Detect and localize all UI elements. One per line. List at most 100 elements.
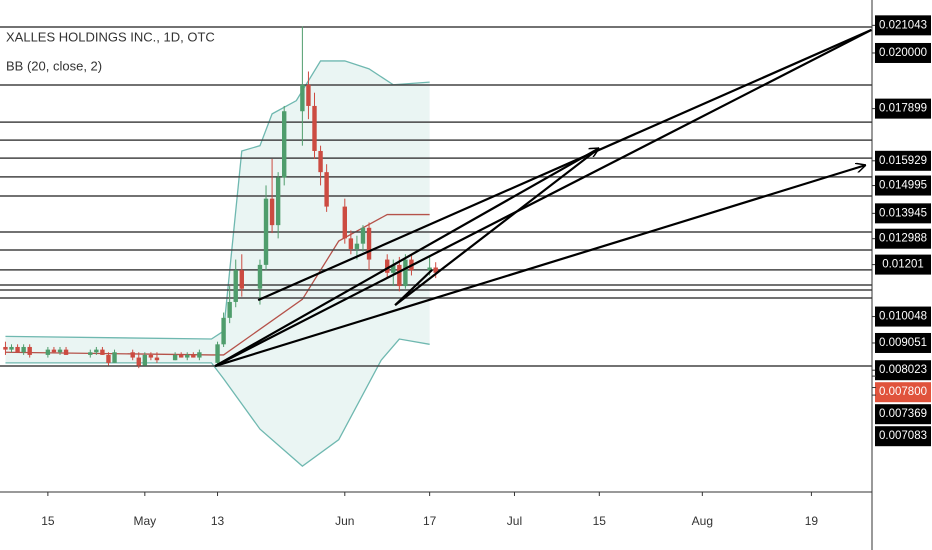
candle-body <box>324 172 329 207</box>
lower-band <box>5 338 430 467</box>
y-tick-box <box>875 98 931 119</box>
y-tick-box <box>875 254 931 275</box>
y-tick-label: 0.007083 <box>879 430 927 442</box>
x-tick-label: May <box>133 514 156 528</box>
candle-body <box>142 354 148 366</box>
candle-body <box>63 349 69 355</box>
candle-body <box>221 317 226 345</box>
candle-body <box>239 270 244 289</box>
candle-body <box>397 264 402 287</box>
candle-body <box>106 354 111 363</box>
candle-body <box>269 198 275 226</box>
y-tick-box <box>875 42 931 63</box>
y-tick-box <box>875 150 931 171</box>
candle-body <box>391 264 396 273</box>
y-tick-box <box>875 175 931 196</box>
candle-body <box>366 227 372 260</box>
band-fill <box>5 60 430 467</box>
y-tick-box <box>875 382 931 403</box>
y-tick-label: 0.010048 <box>879 311 927 323</box>
candle-body <box>100 349 105 355</box>
x-tick-label: Jul <box>507 514 522 528</box>
candle-body <box>15 346 20 353</box>
candle-body <box>191 354 196 358</box>
y-tick-box <box>875 306 931 327</box>
candle-body <box>130 352 135 358</box>
candle-body <box>21 346 26 353</box>
candle-body <box>51 349 57 353</box>
y-tick-label: 0.014995 <box>879 180 927 192</box>
candle-body <box>348 238 354 249</box>
y-tick-box <box>875 332 931 353</box>
candle-body <box>354 243 360 249</box>
candle-body <box>136 357 141 366</box>
candle-body <box>112 352 117 363</box>
y-tick-label: 0.009051 <box>879 337 927 349</box>
y-tick-label: 0.007369 <box>879 408 927 420</box>
x-tick-label: 19 <box>805 514 819 528</box>
candle-body <box>27 346 32 355</box>
candle-body <box>360 227 366 244</box>
candle-body <box>342 206 348 239</box>
trend-line <box>214 147 599 367</box>
plot-area <box>0 26 872 467</box>
x-tick-label: 15 <box>41 514 55 528</box>
y-tick-label: 0.015929 <box>879 155 927 167</box>
axes: 0.021043 0.020000 0.017899 0.015929 0.014995… <box>41 15 931 528</box>
y-tick-box <box>875 426 931 447</box>
y-tick-box <box>875 360 931 381</box>
candle-body <box>227 301 232 318</box>
candle-body <box>154 357 160 361</box>
y-tick-label: 0.007800 <box>879 386 927 398</box>
y-tick-box <box>875 228 931 249</box>
x-tick-label: Jun <box>335 514 354 528</box>
candle-body <box>385 259 390 273</box>
candle-body <box>433 267 438 273</box>
trend-line <box>394 147 600 306</box>
y-tick-box <box>875 15 931 36</box>
chart-title: XALLES HOLDINGS INC., 1D, OTC <box>6 29 215 44</box>
y-tick-label: 0.012988 <box>879 233 927 245</box>
y-tick-label: 0.017899 <box>879 103 927 115</box>
x-tick-label: 13 <box>211 514 225 528</box>
candle-body <box>215 344 220 363</box>
candle-body <box>3 346 8 350</box>
indicator-label: BB (20, close, 2) <box>6 58 102 73</box>
candle-body <box>312 105 317 151</box>
candle-body <box>185 354 190 358</box>
candle-body <box>45 349 51 355</box>
candle-body <box>403 259 408 287</box>
candle-body <box>263 198 269 265</box>
candle-body <box>88 352 93 355</box>
basis-line <box>5 213 430 356</box>
candle-body <box>306 84 311 106</box>
candle-body <box>300 84 305 112</box>
candle-body <box>318 150 323 173</box>
candle-body <box>172 354 178 361</box>
candle-body <box>57 349 63 353</box>
trend-line <box>257 28 872 302</box>
x-tick-label: 15 <box>593 514 607 528</box>
x-tick-label: 17 <box>423 514 437 528</box>
y-tick-label: 0.008023 <box>879 364 927 376</box>
candle-body <box>427 267 432 271</box>
y-tick-label: 0.013945 <box>879 207 927 219</box>
candle-body <box>94 349 99 353</box>
candle-body <box>9 346 14 350</box>
y-tick-label: 0.020000 <box>879 47 927 59</box>
trend-line <box>214 28 872 368</box>
candle-body <box>282 111 287 178</box>
candle-body <box>148 354 154 358</box>
y-tick-label: 0.01201 <box>882 259 924 271</box>
y-tick-label: 0.021043 <box>879 19 927 31</box>
y-tick-box <box>875 203 931 224</box>
x-tick-label: Aug <box>692 514 713 528</box>
candle-body <box>233 270 238 302</box>
trend-line <box>394 269 433 306</box>
candle-body <box>197 352 202 358</box>
candle-body <box>257 264 263 289</box>
trend-line <box>214 165 866 368</box>
